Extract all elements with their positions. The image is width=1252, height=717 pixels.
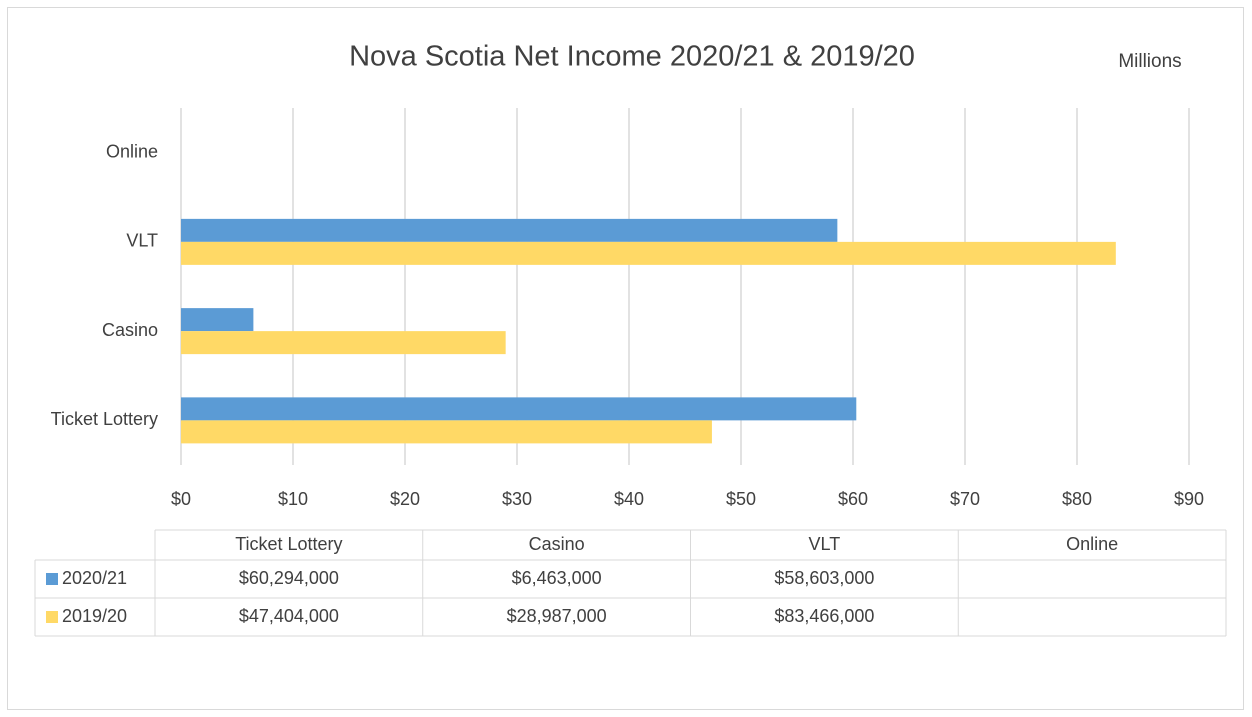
chart-frame	[7, 7, 1244, 710]
table-value: $28,987,000	[507, 606, 607, 626]
table-value: $47,404,000	[239, 606, 339, 626]
bar	[181, 397, 857, 421]
table-value: $83,466,000	[774, 606, 874, 626]
x-tick-label: $40	[614, 489, 644, 509]
x-tick-label: $60	[838, 489, 868, 509]
y-tick-label: Online	[106, 141, 158, 161]
x-tick-label: $30	[502, 489, 532, 509]
x-tick-label: $50	[726, 489, 756, 509]
table-header: VLT	[809, 534, 841, 554]
y-tick-label: Casino	[102, 320, 158, 340]
legend-swatch	[46, 611, 58, 623]
legend-label: 2019/20	[62, 606, 127, 626]
x-tick-label: $80	[1062, 489, 1092, 509]
table-header: Ticket Lottery	[235, 534, 342, 554]
x-tick-label: $10	[278, 489, 308, 509]
x-tick-label: $70	[950, 489, 980, 509]
unit-label: Millions	[1118, 51, 1181, 72]
chart-title: Nova Scotia Net Income 2020/21 & 2019/20	[349, 41, 915, 73]
table-value: $60,294,000	[239, 568, 339, 588]
legend-swatch	[46, 573, 58, 585]
table-value: $6,463,000	[512, 568, 602, 588]
y-tick-label: VLT	[126, 231, 158, 251]
legend-label: 2020/21	[62, 568, 127, 588]
bar	[181, 218, 838, 242]
bar	[181, 308, 254, 332]
bar	[181, 241, 1116, 265]
bar	[181, 420, 712, 444]
x-tick-label: $20	[390, 489, 420, 509]
bar	[181, 331, 506, 355]
table-header: Casino	[529, 534, 585, 554]
y-tick-label: Ticket Lottery	[51, 409, 158, 429]
table-value: $58,603,000	[774, 568, 874, 588]
x-tick-label: $90	[1174, 489, 1204, 509]
table-header: Online	[1066, 534, 1118, 554]
x-tick-label: $0	[171, 489, 191, 509]
